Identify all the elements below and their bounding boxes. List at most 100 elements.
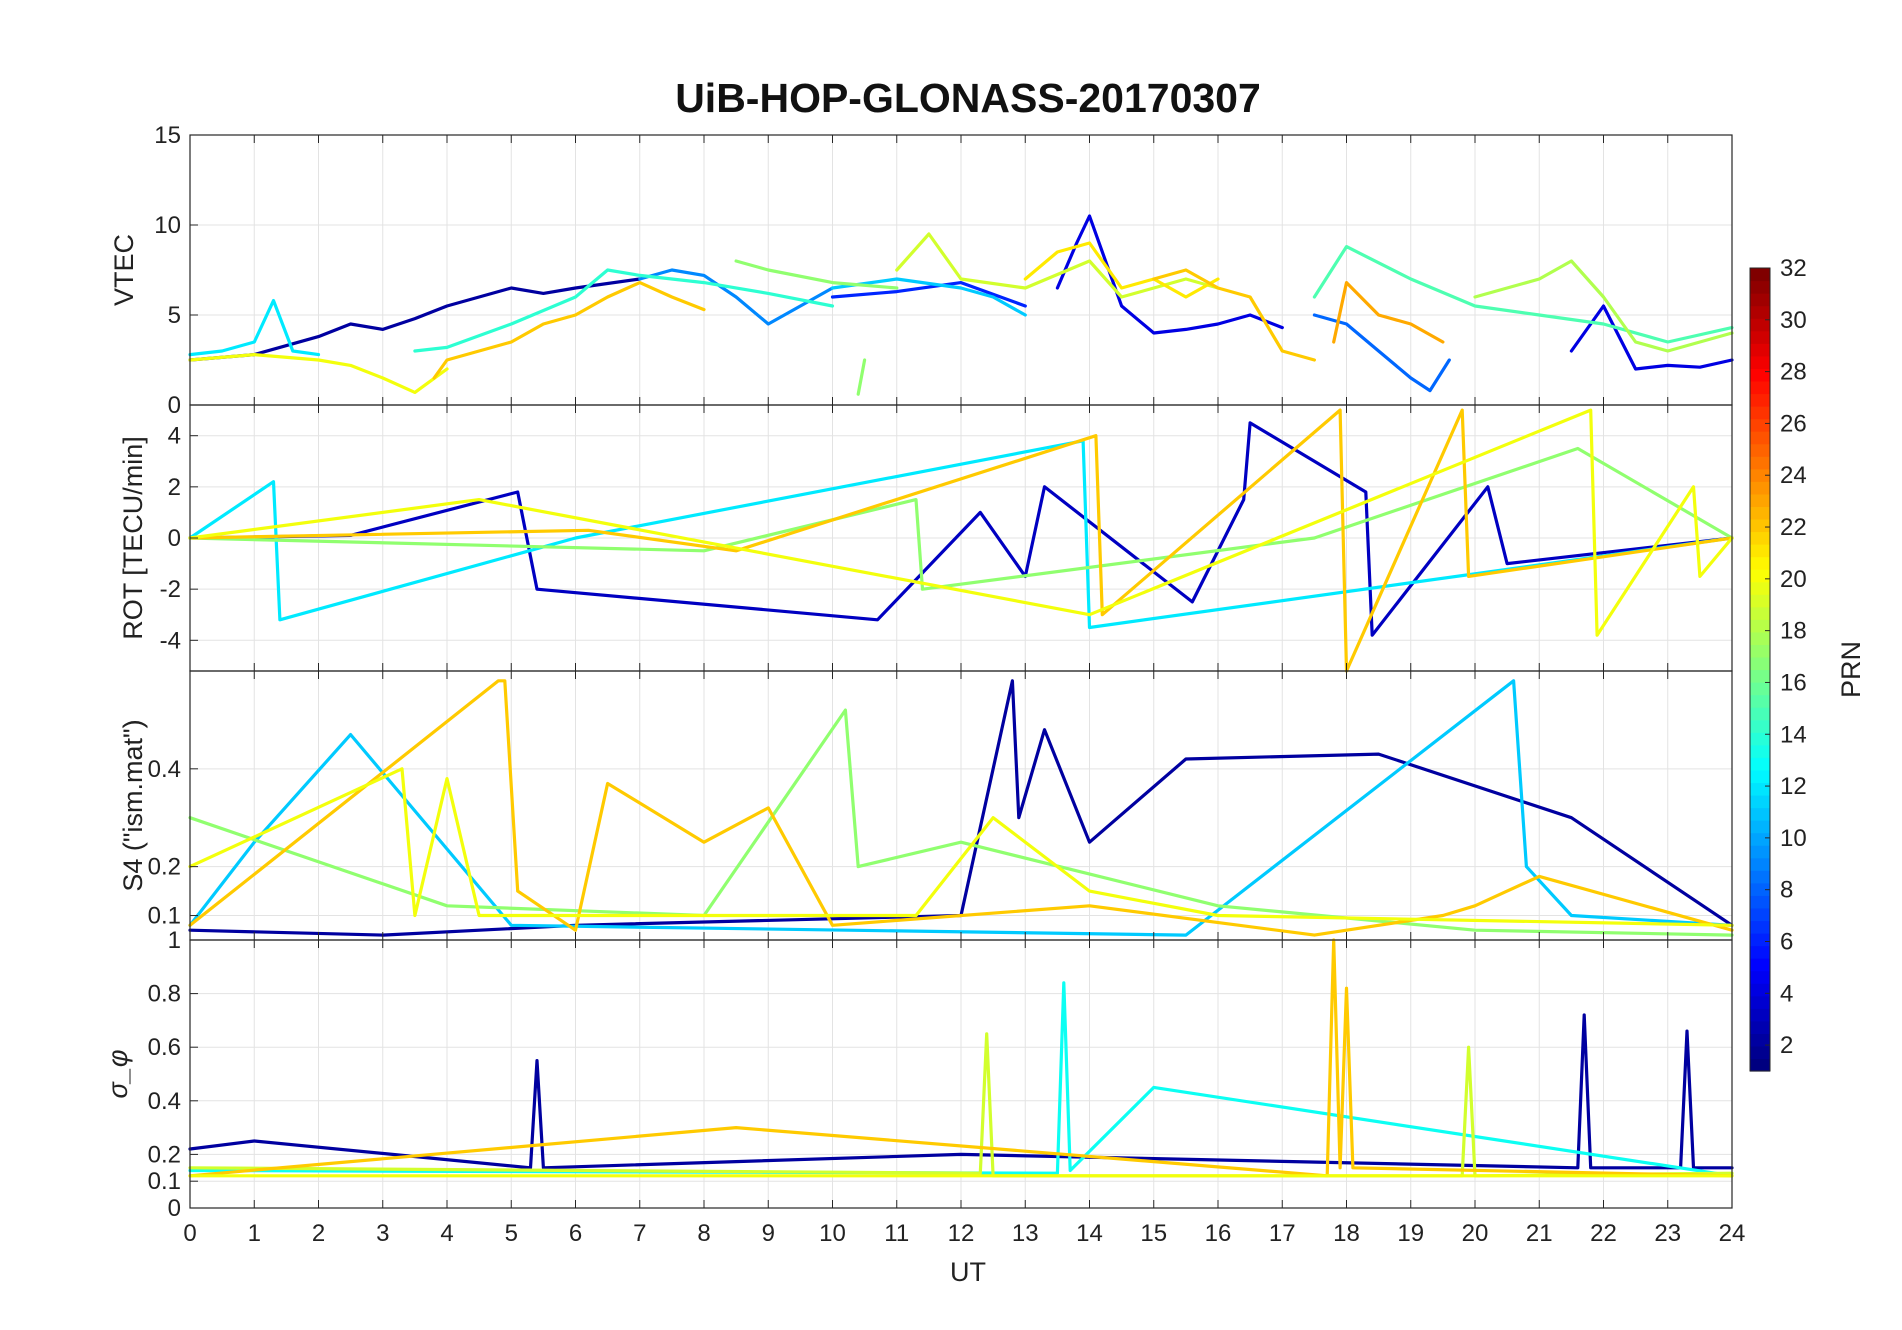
x-tick-label: 8	[697, 1220, 710, 1247]
series-line-prn-17	[188, 446, 1734, 591]
y-tick-label: 0	[168, 1195, 181, 1222]
colorbar-tick-label: 30	[1780, 307, 1807, 334]
series-line-prn-20	[188, 408, 1734, 637]
x-tick-label: 21	[1526, 1220, 1553, 1247]
series-line-prn-22	[432, 281, 706, 380]
colorbar-swatch	[1750, 468, 1770, 482]
x-tick-label: 17	[1269, 1220, 1296, 1247]
y-tick-label: 0	[168, 392, 181, 419]
colorbar-swatch	[1750, 293, 1770, 307]
panel-4: 00.10.2 0.4 0.6 0.8 1 σ_φ	[103, 927, 1734, 1222]
y-tick-label: 0.6	[148, 1034, 181, 1061]
y-axis-label: VTEC	[109, 234, 139, 306]
colorbar-swatch	[1750, 544, 1770, 558]
x-tick-label: 14	[1076, 1220, 1103, 1247]
y-axis-label: ROT [TECU/min]	[118, 436, 148, 640]
y-tick-label: 2	[168, 474, 181, 501]
series-line-prn-19	[895, 232, 1220, 299]
colorbar-swatch	[1750, 456, 1770, 470]
colorbar-swatch	[1750, 719, 1770, 733]
colorbar-swatch	[1750, 531, 1770, 545]
colorbar-swatch	[1750, 631, 1770, 646]
colorbar-frame	[1749, 267, 1771, 1072]
colorbar-swatch	[1750, 744, 1770, 758]
y-tick-label: 0.8	[148, 981, 181, 1008]
colorbar-swatch	[1750, 757, 1770, 771]
colorbar-swatch	[1750, 656, 1770, 671]
colorbar-swatch	[1750, 268, 1770, 282]
colorbar-tick-label: 32	[1780, 255, 1807, 282]
colorbar-swatch	[1750, 1058, 1770, 1072]
x-tick-label: 7	[633, 1220, 646, 1247]
colorbar-tick-label: 22	[1780, 514, 1807, 541]
x-tick-label: 1	[248, 1220, 261, 1247]
colorbar-swatch	[1750, 832, 1770, 846]
series-line-prn-14	[413, 268, 835, 353]
y-tick-label: 4	[168, 423, 181, 450]
colorbar-swatch	[1750, 958, 1770, 972]
x-tick-label: 20	[1462, 1220, 1489, 1247]
panel-3: 0.1 0.2 0.4S4 ("ism.mat")	[118, 670, 1734, 941]
colorbar-swatch	[1750, 368, 1770, 382]
colorbar-swatch	[1750, 983, 1770, 997]
y-axis-label: σ_φ	[103, 1050, 133, 1099]
colorbar-swatch	[1750, 431, 1770, 445]
colorbar-swatch	[1750, 945, 1770, 959]
series-line-prn-22	[188, 938, 1734, 1178]
x-tick-label: 10	[819, 1220, 846, 1247]
y-tick-label: 1	[168, 927, 181, 954]
x-tick-label: 2	[312, 1220, 325, 1247]
colorbar-swatch	[1750, 506, 1770, 520]
colorbar-swatch	[1750, 481, 1770, 495]
y-tick-label: -4	[160, 627, 181, 654]
colorbar-tick-label: 10	[1780, 825, 1807, 852]
x-axis: 0 1 2 3 4 5 6 7 8 9 10 11 12 13 14 15 16 17 18 19 20 21 22 23 24	[183, 1220, 1745, 1247]
y-tick-label: 0.1	[148, 903, 181, 930]
x-tick-label: 12	[948, 1220, 975, 1247]
x-tick-label: 18	[1333, 1220, 1360, 1247]
colorbar-swatch	[1750, 895, 1770, 909]
colorbar-swatch	[1750, 669, 1770, 683]
series-line-prn-17	[856, 358, 867, 396]
chart-title: UiB-HOP-GLONASS-20170307	[675, 75, 1261, 121]
x-tick-label: 15	[1140, 1220, 1167, 1247]
y-tick-label: 0.2	[148, 854, 181, 881]
x-tick-label: 9	[762, 1220, 775, 1247]
colorbar-tick-label: 4	[1780, 980, 1793, 1007]
series-line-prn-11	[830, 277, 1027, 317]
colorbar-swatch	[1750, 769, 1770, 784]
colorbar-swatch	[1750, 782, 1770, 796]
colorbar-swatch	[1750, 418, 1770, 432]
colorbar-swatch	[1750, 1020, 1770, 1034]
colorbar-tick-label: 20	[1780, 566, 1807, 593]
colorbar-tick-label: 16	[1780, 669, 1807, 696]
colorbar-tick-label: 26	[1780, 410, 1807, 437]
x-tick-label: 22	[1590, 1220, 1617, 1247]
y-tick-label: -2	[160, 576, 181, 603]
x-tick-label: 24	[1719, 1220, 1746, 1247]
colorbar-swatch	[1750, 518, 1770, 533]
series-line-prn-21	[1023, 241, 1220, 299]
x-tick-label: 11	[884, 1220, 909, 1247]
series-line-prn-4	[1055, 214, 1284, 335]
x-tick-label: 0	[183, 1220, 196, 1247]
colorbar-swatch	[1750, 406, 1770, 420]
y-tick-label: 0.1	[148, 1168, 181, 1195]
series-line-prn-20	[188, 353, 449, 394]
colorbar-swatch	[1750, 594, 1770, 608]
colorbar-swatch	[1750, 606, 1770, 620]
colorbar-swatch	[1750, 932, 1770, 947]
x-tick-label: 6	[569, 1220, 582, 1247]
x-tick-label: 5	[505, 1220, 518, 1247]
colorbar-tick-label: 8	[1780, 877, 1793, 904]
series-line-prn-22	[188, 679, 1734, 937]
series-line-prn-18	[1473, 259, 1734, 353]
colorbar-swatch	[1750, 330, 1770, 344]
x-tick-label: 13	[1012, 1220, 1039, 1247]
colorbar-swatch	[1750, 343, 1770, 357]
y-tick-label: 5	[168, 302, 181, 329]
x-axis-label: UT	[950, 1257, 986, 1287]
